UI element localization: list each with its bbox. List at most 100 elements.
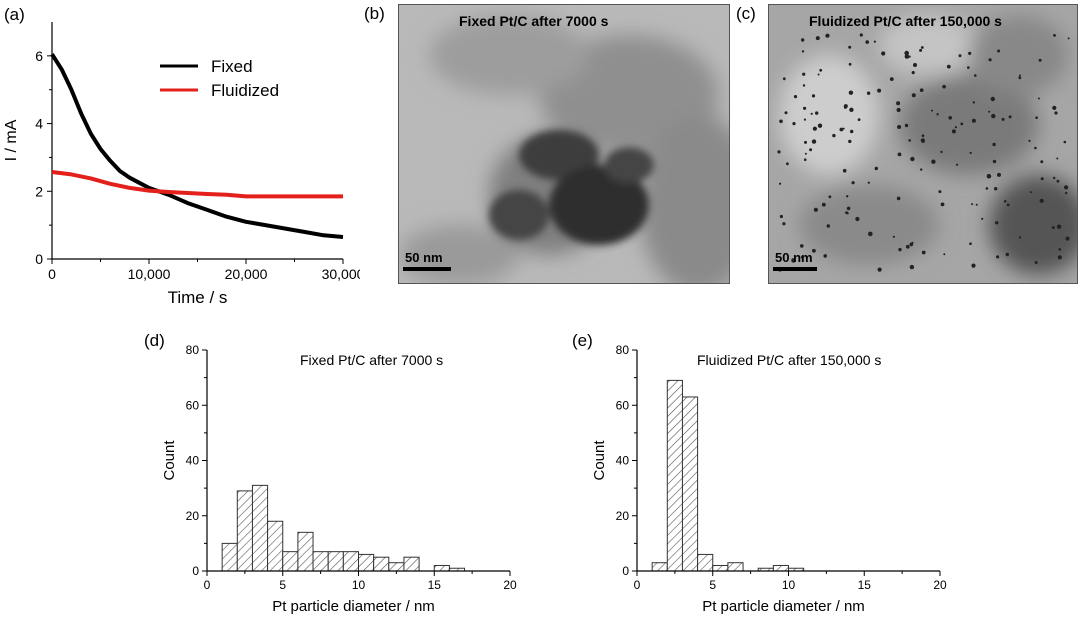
pt-particle (975, 203, 978, 206)
y-tick-label: 4 (35, 116, 43, 132)
pt-particle (1056, 179, 1060, 183)
pt-particle (826, 224, 830, 228)
histogram-bar (772, 564, 790, 572)
pt-particle (904, 123, 909, 128)
chart-title: Fixed Pt/C after 7000 s (300, 352, 443, 368)
histogram-bar (221, 542, 238, 572)
pt-particle (802, 84, 806, 87)
y-tick-label: 60 (616, 398, 630, 412)
pt-particle (877, 88, 882, 93)
series-line-fixed (50, 53, 344, 239)
pt-particle (951, 129, 956, 134)
pt-particle (782, 222, 786, 226)
pt-particle (938, 190, 942, 194)
histogram-bar (267, 520, 284, 572)
x-tick-label: 10 (352, 578, 366, 592)
y-tick-label: 20 (616, 509, 630, 523)
pt-particle (971, 263, 976, 268)
pt-particle (898, 247, 902, 252)
x-tick-label: 20 (933, 578, 947, 592)
pt-particle (842, 127, 845, 130)
pt-particle (848, 90, 854, 95)
pt-particle (855, 216, 860, 222)
pt-particle (1054, 111, 1058, 115)
pt-particle (859, 33, 863, 37)
pt-particle (817, 123, 823, 128)
pt-particle (779, 182, 782, 185)
pt-particle (839, 127, 844, 132)
pt-particle (815, 36, 820, 41)
pt-particle (904, 54, 910, 59)
pt-particle (800, 244, 804, 248)
pt-particle (913, 63, 917, 67)
pt-particle (948, 116, 952, 120)
pt-particle (990, 96, 995, 102)
pt-particle (802, 72, 806, 76)
pt-particle (849, 107, 854, 113)
pt-particle (1053, 34, 1056, 37)
pt-particle (832, 133, 836, 138)
pt-particle (921, 139, 925, 143)
x-tick-label: 20 (503, 578, 517, 592)
pt-particle (1051, 226, 1055, 230)
pt-particle (911, 93, 916, 98)
panel-label-a: (a) (4, 5, 25, 24)
pt-particle (877, 267, 882, 272)
pt-particle (809, 148, 813, 152)
pt-particle (1003, 200, 1007, 203)
y-tick-label: 80 (616, 343, 630, 357)
pt-particle (1008, 115, 1012, 119)
pt-particle (940, 150, 943, 154)
legend-label-fluidized: Fluidized (211, 81, 279, 100)
pt-particle (1018, 236, 1022, 239)
pt-particle (972, 101, 975, 104)
pt-particle (846, 206, 851, 211)
panel-label-c: (c) (736, 4, 756, 23)
panel-label-e: (e) (572, 331, 593, 350)
panel-b: (b) Fixed Pt/C after 7000 s 50 (362, 0, 732, 290)
pt-particle (904, 50, 909, 56)
pt-particle (1034, 146, 1037, 150)
pt-particle (812, 126, 817, 131)
pt-particle (981, 217, 984, 220)
pt-particle (1058, 248, 1062, 251)
pt-particle (997, 49, 1001, 53)
histogram-bar (236, 490, 253, 572)
histogram-bar (297, 531, 314, 572)
pt-particle (811, 94, 816, 98)
pt-particle (857, 118, 861, 121)
pt-particle (881, 51, 886, 56)
tem-image-fluidized: Fluidized Pt/C after 150,000 s 50 nm (768, 4, 1078, 284)
pt-particle (960, 122, 964, 126)
pt-particle (867, 181, 870, 184)
x-axis-label: Pt particle diameter / nm (702, 598, 865, 615)
histogram-bar (327, 551, 344, 572)
y-axis-label: Count (591, 440, 608, 481)
pt-particle (968, 51, 972, 56)
y-axis-label: I / mA (3, 119, 20, 161)
pt-particle (940, 202, 945, 207)
x-axis-label: Pt particle diameter / nm (272, 598, 435, 615)
pt-particle (848, 62, 852, 66)
pt-particle (943, 253, 946, 256)
pt-particle (1028, 139, 1031, 142)
pt-particle (971, 203, 974, 206)
pt-particle (986, 173, 992, 179)
x-tick-label: 5 (709, 578, 716, 592)
pt-particle (1063, 140, 1067, 144)
pt-particle (1018, 74, 1021, 77)
pt-particle (969, 151, 972, 154)
pt-particle (812, 248, 816, 253)
pt-particle (804, 152, 807, 155)
pt-particle (866, 91, 871, 95)
pt-particle (1040, 160, 1044, 164)
pt-particle (868, 231, 873, 237)
pt-particle (791, 258, 796, 263)
pt-particle (996, 255, 1000, 259)
pt-particle (804, 140, 807, 144)
y-tick-label: 60 (186, 398, 200, 412)
x-axis-label: Time / s (168, 288, 228, 307)
panel-label-b: (b) (364, 4, 385, 23)
y-tick-label: 0 (192, 564, 199, 578)
pt-particle (985, 187, 989, 190)
